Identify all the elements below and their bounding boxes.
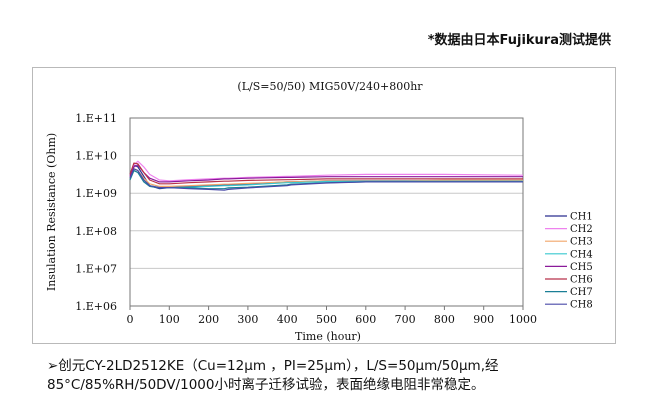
y-tick-label: 1.E+10 bbox=[75, 150, 117, 163]
legend-label: CH3 bbox=[570, 237, 593, 248]
x-tick-label: 400 bbox=[277, 313, 298, 326]
x-tick-label: 200 bbox=[198, 313, 219, 326]
legend-label: CH5 bbox=[570, 262, 593, 273]
series-lines bbox=[129, 160, 524, 191]
series-line-ch2 bbox=[129, 160, 524, 182]
series-line-ch8 bbox=[129, 168, 523, 191]
legend-label: CH7 bbox=[570, 287, 593, 298]
x-axis-ticks: 0 100 200 300 400 500 600 700 800 900 1000 bbox=[127, 306, 537, 326]
x-tick-label: 1000 bbox=[509, 313, 537, 326]
caption: ➢创元CY-2LD2512KE（Cu=12μm ，PI=25μm），L/S=50… bbox=[47, 357, 637, 395]
x-tick-label: 800 bbox=[434, 313, 455, 326]
x-axis-label: Time (hour) bbox=[295, 330, 361, 343]
chart-title: (L/S=50/50) MIG50V/240+800hr bbox=[237, 80, 423, 93]
y-tick-label: 1.E+11 bbox=[75, 112, 117, 125]
y-tick-label: 1.E+08 bbox=[75, 225, 117, 238]
x-tick-label: 600 bbox=[355, 313, 376, 326]
legend-label: CH8 bbox=[570, 300, 593, 311]
series-line-ch6 bbox=[129, 162, 523, 185]
caption-line-2: 85°C/85%RH/50DV/1000小时离子迁移试验，表面绝缘电阻非常稳定。 bbox=[47, 377, 485, 393]
y-tick-label: 1.E+09 bbox=[75, 187, 117, 200]
legend-label: CH1 bbox=[570, 212, 593, 223]
series-line-ch3 bbox=[129, 168, 523, 187]
plot-area bbox=[129, 117, 524, 307]
data-source-note: *数据由日本Fujikura测试提供 bbox=[427, 33, 611, 48]
grid bbox=[130, 155, 523, 269]
x-tick-label: 900 bbox=[473, 313, 494, 326]
chart-frame bbox=[32, 67, 616, 344]
x-tick-label: 300 bbox=[237, 313, 258, 326]
legend-label: CH2 bbox=[570, 224, 593, 235]
x-tick-label: 700 bbox=[395, 313, 416, 326]
y-axis-label: Insulation Resistance (Ohm) bbox=[45, 133, 58, 291]
x-tick-label: 100 bbox=[159, 313, 180, 326]
x-tick-label: 500 bbox=[316, 313, 337, 326]
y-tick-label: 1.E+06 bbox=[75, 300, 117, 313]
y-axis-ticks: 1.E+06 1.E+07 1.E+08 1.E+09 1.E+10 1.E+11 bbox=[75, 112, 117, 313]
x-tick-label: 0 bbox=[127, 313, 134, 326]
legend-label: CH6 bbox=[570, 275, 593, 286]
legend-label: CH4 bbox=[570, 249, 593, 260]
caption-line-1: ➢创元CY-2LD2512KE（Cu=12μm ，PI=25μm），L/S=50… bbox=[47, 358, 499, 374]
y-tick-label: 1.E+07 bbox=[75, 262, 117, 275]
